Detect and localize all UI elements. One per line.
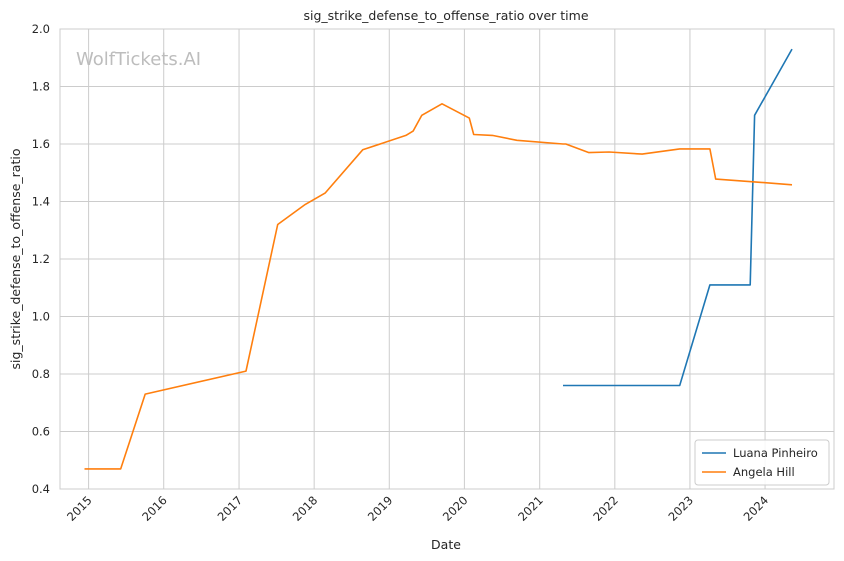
x-tick-label: 2021 xyxy=(515,493,546,524)
x-tick-label: 2022 xyxy=(590,493,621,524)
x-tick-labels: 2015 2016 2017 2018 2019 2020 2021 2022 2023 2024 xyxy=(64,493,771,524)
legend-label-angela-hill: Angela Hill xyxy=(733,465,795,479)
plot-frame xyxy=(59,28,835,490)
y-tick-label: 1.0 xyxy=(32,310,50,324)
y-tick-label: 1.4 xyxy=(32,195,50,209)
x-tick-label: 2017 xyxy=(215,493,246,524)
y-tick-label: 0.4 xyxy=(32,482,50,496)
x-tick-label: 2024 xyxy=(741,493,772,524)
x-tick-label: 2019 xyxy=(365,493,396,524)
y-tick-label: 0.6 xyxy=(32,425,50,439)
y-tick-label: 2.0 xyxy=(32,22,50,36)
x-tick-label: 2016 xyxy=(139,493,170,524)
grid xyxy=(60,28,834,490)
y-tick-label: 0.8 xyxy=(32,367,50,381)
watermark: WolfTickets.AI xyxy=(76,49,201,70)
series-lines xyxy=(84,48,793,470)
y-tick-label: 1.8 xyxy=(32,80,50,94)
x-tick-label: 2020 xyxy=(440,493,471,524)
legend-label-luana-pinheiro: Luana Pinheiro xyxy=(733,446,818,460)
legend-box xyxy=(694,439,830,486)
chart-title: sig_strike_defense_to_offense_ratio over… xyxy=(303,8,588,23)
y-tick-labels: 0.4 0.6 0.8 1.0 1.2 1.4 1.6 1.8 2.0 xyxy=(32,22,50,496)
series-line-angela-hill xyxy=(84,103,793,470)
x-axis-label: Date xyxy=(431,537,461,552)
y-axis-label: sig_strike_defense_to_offense_ratio xyxy=(8,149,23,370)
legend: Luana Pinheiro Angela Hill xyxy=(694,439,830,486)
y-tick-label: 1.2 xyxy=(32,252,50,266)
y-tick-label: 1.6 xyxy=(32,137,50,151)
x-tick-label: 2023 xyxy=(665,493,696,524)
x-tick-label: 2018 xyxy=(290,493,321,524)
x-tick-label: 2015 xyxy=(64,493,95,524)
series-line-luana-pinheiro xyxy=(563,48,793,387)
